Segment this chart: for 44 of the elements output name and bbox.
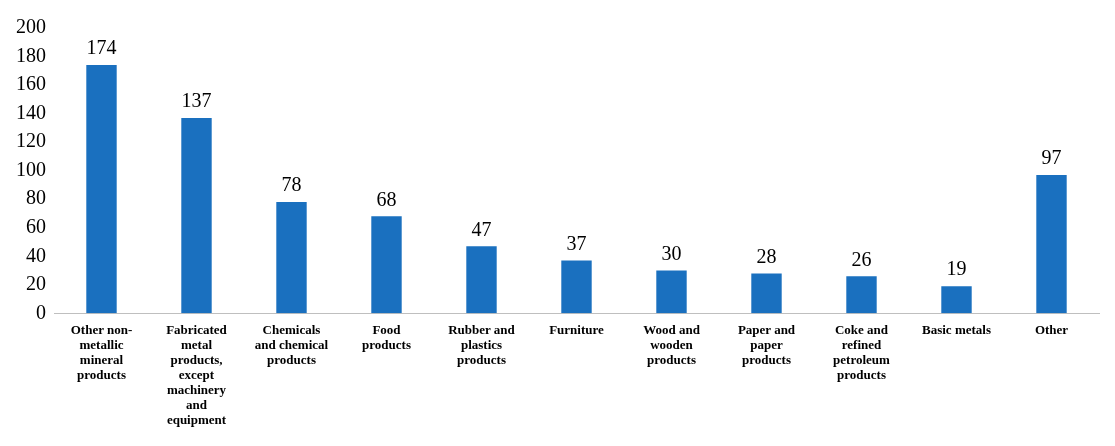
x-tick-label: Food products: [362, 322, 411, 353]
y-tick-label: 80: [26, 186, 46, 209]
y-tick-label: 200: [16, 15, 46, 38]
data-label: 19: [946, 257, 967, 280]
x-tick-label: Chemicals and chemical products: [254, 322, 329, 368]
bar: [1036, 174, 1067, 314]
y-tick-label: 180: [16, 43, 46, 66]
x-tick-label: Other non-metallic mineral products: [70, 322, 133, 383]
x-tick-label: Coke and refined petroleum products: [833, 322, 891, 383]
y-tick-label: 140: [16, 100, 46, 123]
data-label: 137: [181, 89, 212, 112]
y-tick-label: 100: [16, 157, 46, 180]
y-tick-label: 40: [26, 243, 46, 266]
bar: [656, 270, 687, 314]
data-label: 47: [471, 217, 492, 240]
x-tick-label: Basic metals: [922, 322, 991, 338]
data-label: 78: [281, 173, 302, 196]
bar: [751, 273, 782, 314]
data-label: 26: [851, 247, 872, 270]
bar: [466, 246, 497, 314]
x-tick-label: Rubber and plastics products: [448, 322, 516, 368]
x-tick-label: Other: [1034, 322, 1069, 338]
y-tick-label: 20: [26, 272, 46, 295]
data-label: 174: [86, 36, 117, 59]
bar: [276, 202, 307, 314]
bar: [371, 216, 402, 314]
bar: [181, 117, 212, 314]
y-tick-label: 0: [36, 300, 46, 323]
y-tick-label: 120: [16, 129, 46, 152]
x-tick-label: Wood and wooden products: [643, 322, 701, 368]
data-label: 97: [1041, 146, 1062, 169]
x-tick-label: Fabricated metal products, except machinery and equipment: [166, 322, 228, 427]
y-tick-label: 60: [26, 214, 46, 237]
y-tick-label: 160: [16, 72, 46, 95]
x-tick-label: Furniture: [549, 322, 605, 338]
x-tick-label: Paper and paper products: [737, 322, 796, 368]
data-label: 28: [756, 244, 777, 267]
data-label: 30: [661, 241, 682, 264]
bar: [941, 286, 972, 314]
bar: [86, 65, 117, 314]
data-label: 37: [566, 231, 587, 254]
data-label: 68: [376, 187, 397, 210]
bar: [846, 276, 877, 314]
bar: [561, 260, 592, 314]
